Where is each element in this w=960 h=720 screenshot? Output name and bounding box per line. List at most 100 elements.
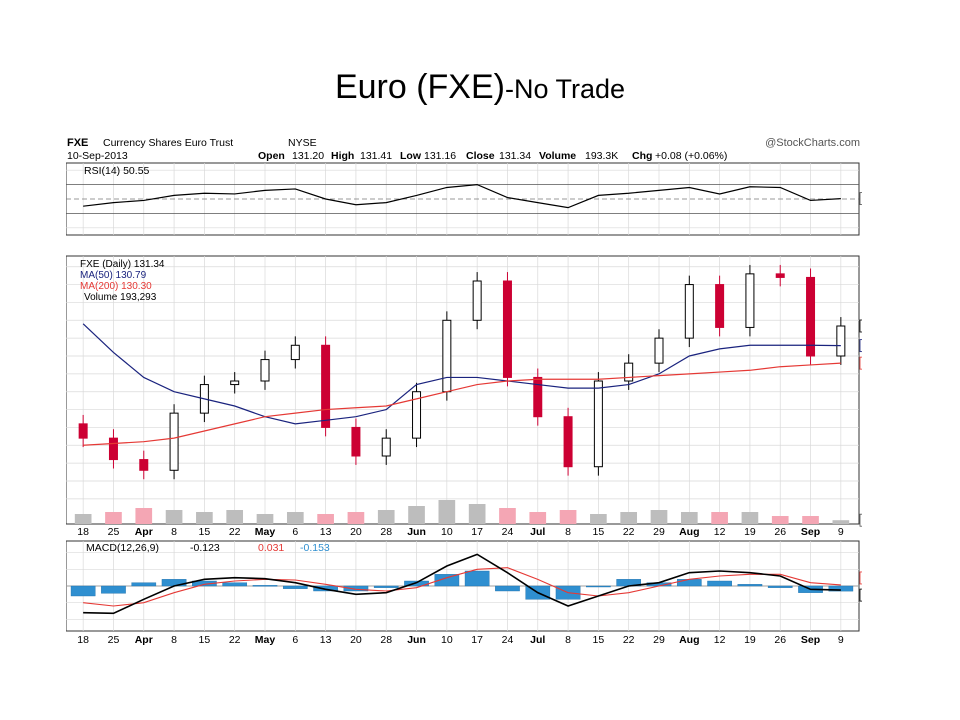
x-tick-label: Jul	[530, 526, 545, 538]
macd-histogram-bar	[767, 585, 793, 588]
volume-bar	[711, 512, 728, 524]
volume-bar	[347, 512, 365, 524]
volume-bar	[286, 512, 304, 524]
x-tick-label: 26	[774, 634, 786, 646]
ma50-price-tag	[859, 339, 901, 353]
x-tick-label: Aug	[679, 526, 699, 538]
x-tick-label: 15	[593, 526, 605, 538]
x-tick-label: 8	[565, 526, 571, 538]
volume-bar	[529, 512, 547, 524]
x-tick-label: 26	[774, 526, 786, 538]
macd-histogram-bar	[737, 584, 763, 587]
header-brand: @StockCharts.com	[765, 137, 860, 149]
macd-histogram-bar	[313, 585, 338, 592]
volume-bar	[74, 514, 92, 524]
header-name: Currency Shares Euro Trust	[103, 137, 233, 149]
x-tick-label: 22	[623, 526, 635, 538]
candle-body	[563, 416, 573, 468]
candle-body	[78, 423, 88, 439]
x-tick-label: 12	[714, 634, 726, 646]
x-tick-label: 28	[380, 526, 392, 538]
header-exchange: NYSE	[288, 137, 317, 149]
high-value: 131.41	[360, 150, 392, 162]
legend-ma50: MA(50) 130.79	[80, 270, 147, 281]
x-tick-label: 18	[77, 526, 89, 538]
macd-histogram-bar	[252, 585, 278, 587]
x-tick-label: 24	[502, 526, 514, 538]
volume-bar	[620, 512, 638, 524]
macd-histogram-bar	[495, 585, 520, 592]
volume-bar	[590, 514, 607, 524]
volume-bar	[165, 510, 183, 524]
slide-title-main: Euro (FXE)	[334, 68, 505, 106]
x-tick-label: 29	[653, 526, 665, 538]
macd-histogram-bar	[434, 574, 460, 587]
x-tick-label: 6	[292, 526, 298, 538]
macd-signal-tag	[859, 571, 897, 585]
x-tick-label: 20	[350, 634, 362, 646]
x-tick-label: 6	[292, 634, 298, 646]
volume-bar	[771, 516, 789, 524]
volume-bar	[559, 510, 577, 524]
x-tick-label: Jun	[407, 634, 426, 646]
candle-body	[654, 337, 664, 364]
macd-label-hist: -0.153	[300, 542, 330, 554]
rsi-label: RSI(14) 50.55	[84, 165, 150, 177]
volume-bar	[317, 514, 334, 524]
volume-bar	[226, 510, 244, 524]
x-tick-label: Sep	[801, 526, 820, 538]
candle-body	[381, 437, 391, 457]
open-value: 131.20	[292, 150, 324, 162]
candle-body	[745, 273, 755, 328]
volume-bar	[650, 510, 668, 524]
volume-bar	[438, 500, 456, 524]
ma200-price-tag	[859, 356, 901, 370]
x-tick-label: 8	[565, 634, 571, 646]
x-tick-label: 9	[838, 634, 844, 646]
chg-value: +0.08 (+0.06%)	[655, 150, 727, 162]
x-tick-label: 10	[441, 526, 453, 538]
close-price-tag	[859, 319, 901, 333]
volume-bar	[468, 504, 486, 524]
candle-body	[321, 344, 331, 428]
candle-body	[593, 380, 603, 468]
candle-body	[230, 380, 240, 386]
macd-label-prefix: MACD(12,26,9)	[86, 542, 159, 554]
candle-body	[806, 276, 816, 357]
macd-line	[83, 553, 841, 615]
macd-histogram-bar	[676, 579, 702, 587]
stock-chart: FXE Currency Shares Euro Trust NYSE @Sto…	[36, 133, 901, 650]
x-tick-label: 10	[441, 634, 453, 646]
candle-body	[836, 325, 846, 357]
x-tick-label: 24	[502, 634, 514, 646]
candle-body	[472, 280, 482, 321]
macd-signal-line	[83, 567, 841, 607]
candle-body	[715, 284, 725, 328]
volume-bar	[741, 512, 759, 524]
x-tick-label: 9	[838, 526, 844, 538]
x-tick-label: Sep	[801, 634, 820, 646]
candle-body	[108, 437, 118, 461]
volume-bar	[105, 512, 122, 524]
candle-body	[290, 344, 300, 361]
macd-histogram-bar	[161, 579, 187, 587]
candle-body	[533, 376, 543, 418]
rsi-line	[83, 183, 841, 209]
x-tick-label: Apr	[135, 526, 153, 538]
volume-bar	[377, 510, 395, 524]
legend-ma200: MA(200) 130.30	[80, 281, 152, 292]
volume-bar	[408, 506, 425, 524]
close-value: 131.34	[499, 150, 531, 162]
candle-body	[351, 426, 361, 457]
macd-histogram-bar	[464, 570, 490, 587]
macd-label-signal: 0.031	[258, 542, 284, 554]
x-tick-label: May	[255, 634, 276, 646]
macd-histogram-bar	[707, 580, 732, 587]
volume-bar	[135, 508, 153, 524]
legend-volume: Volume 193,293	[84, 292, 157, 303]
price-panel	[65, 255, 860, 525]
x-tick-label: 15	[199, 526, 211, 538]
volume-bar	[256, 514, 274, 524]
rsi-value-tag	[859, 192, 897, 206]
volume-value: 193.3K	[585, 150, 618, 162]
